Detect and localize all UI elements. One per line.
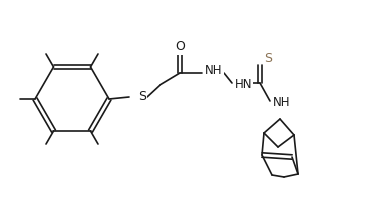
Text: S: S bbox=[138, 91, 146, 103]
Text: HN: HN bbox=[235, 79, 252, 92]
Text: NH: NH bbox=[205, 64, 223, 78]
Text: S: S bbox=[264, 51, 272, 64]
Text: O: O bbox=[175, 41, 185, 53]
Text: NH: NH bbox=[273, 96, 291, 110]
